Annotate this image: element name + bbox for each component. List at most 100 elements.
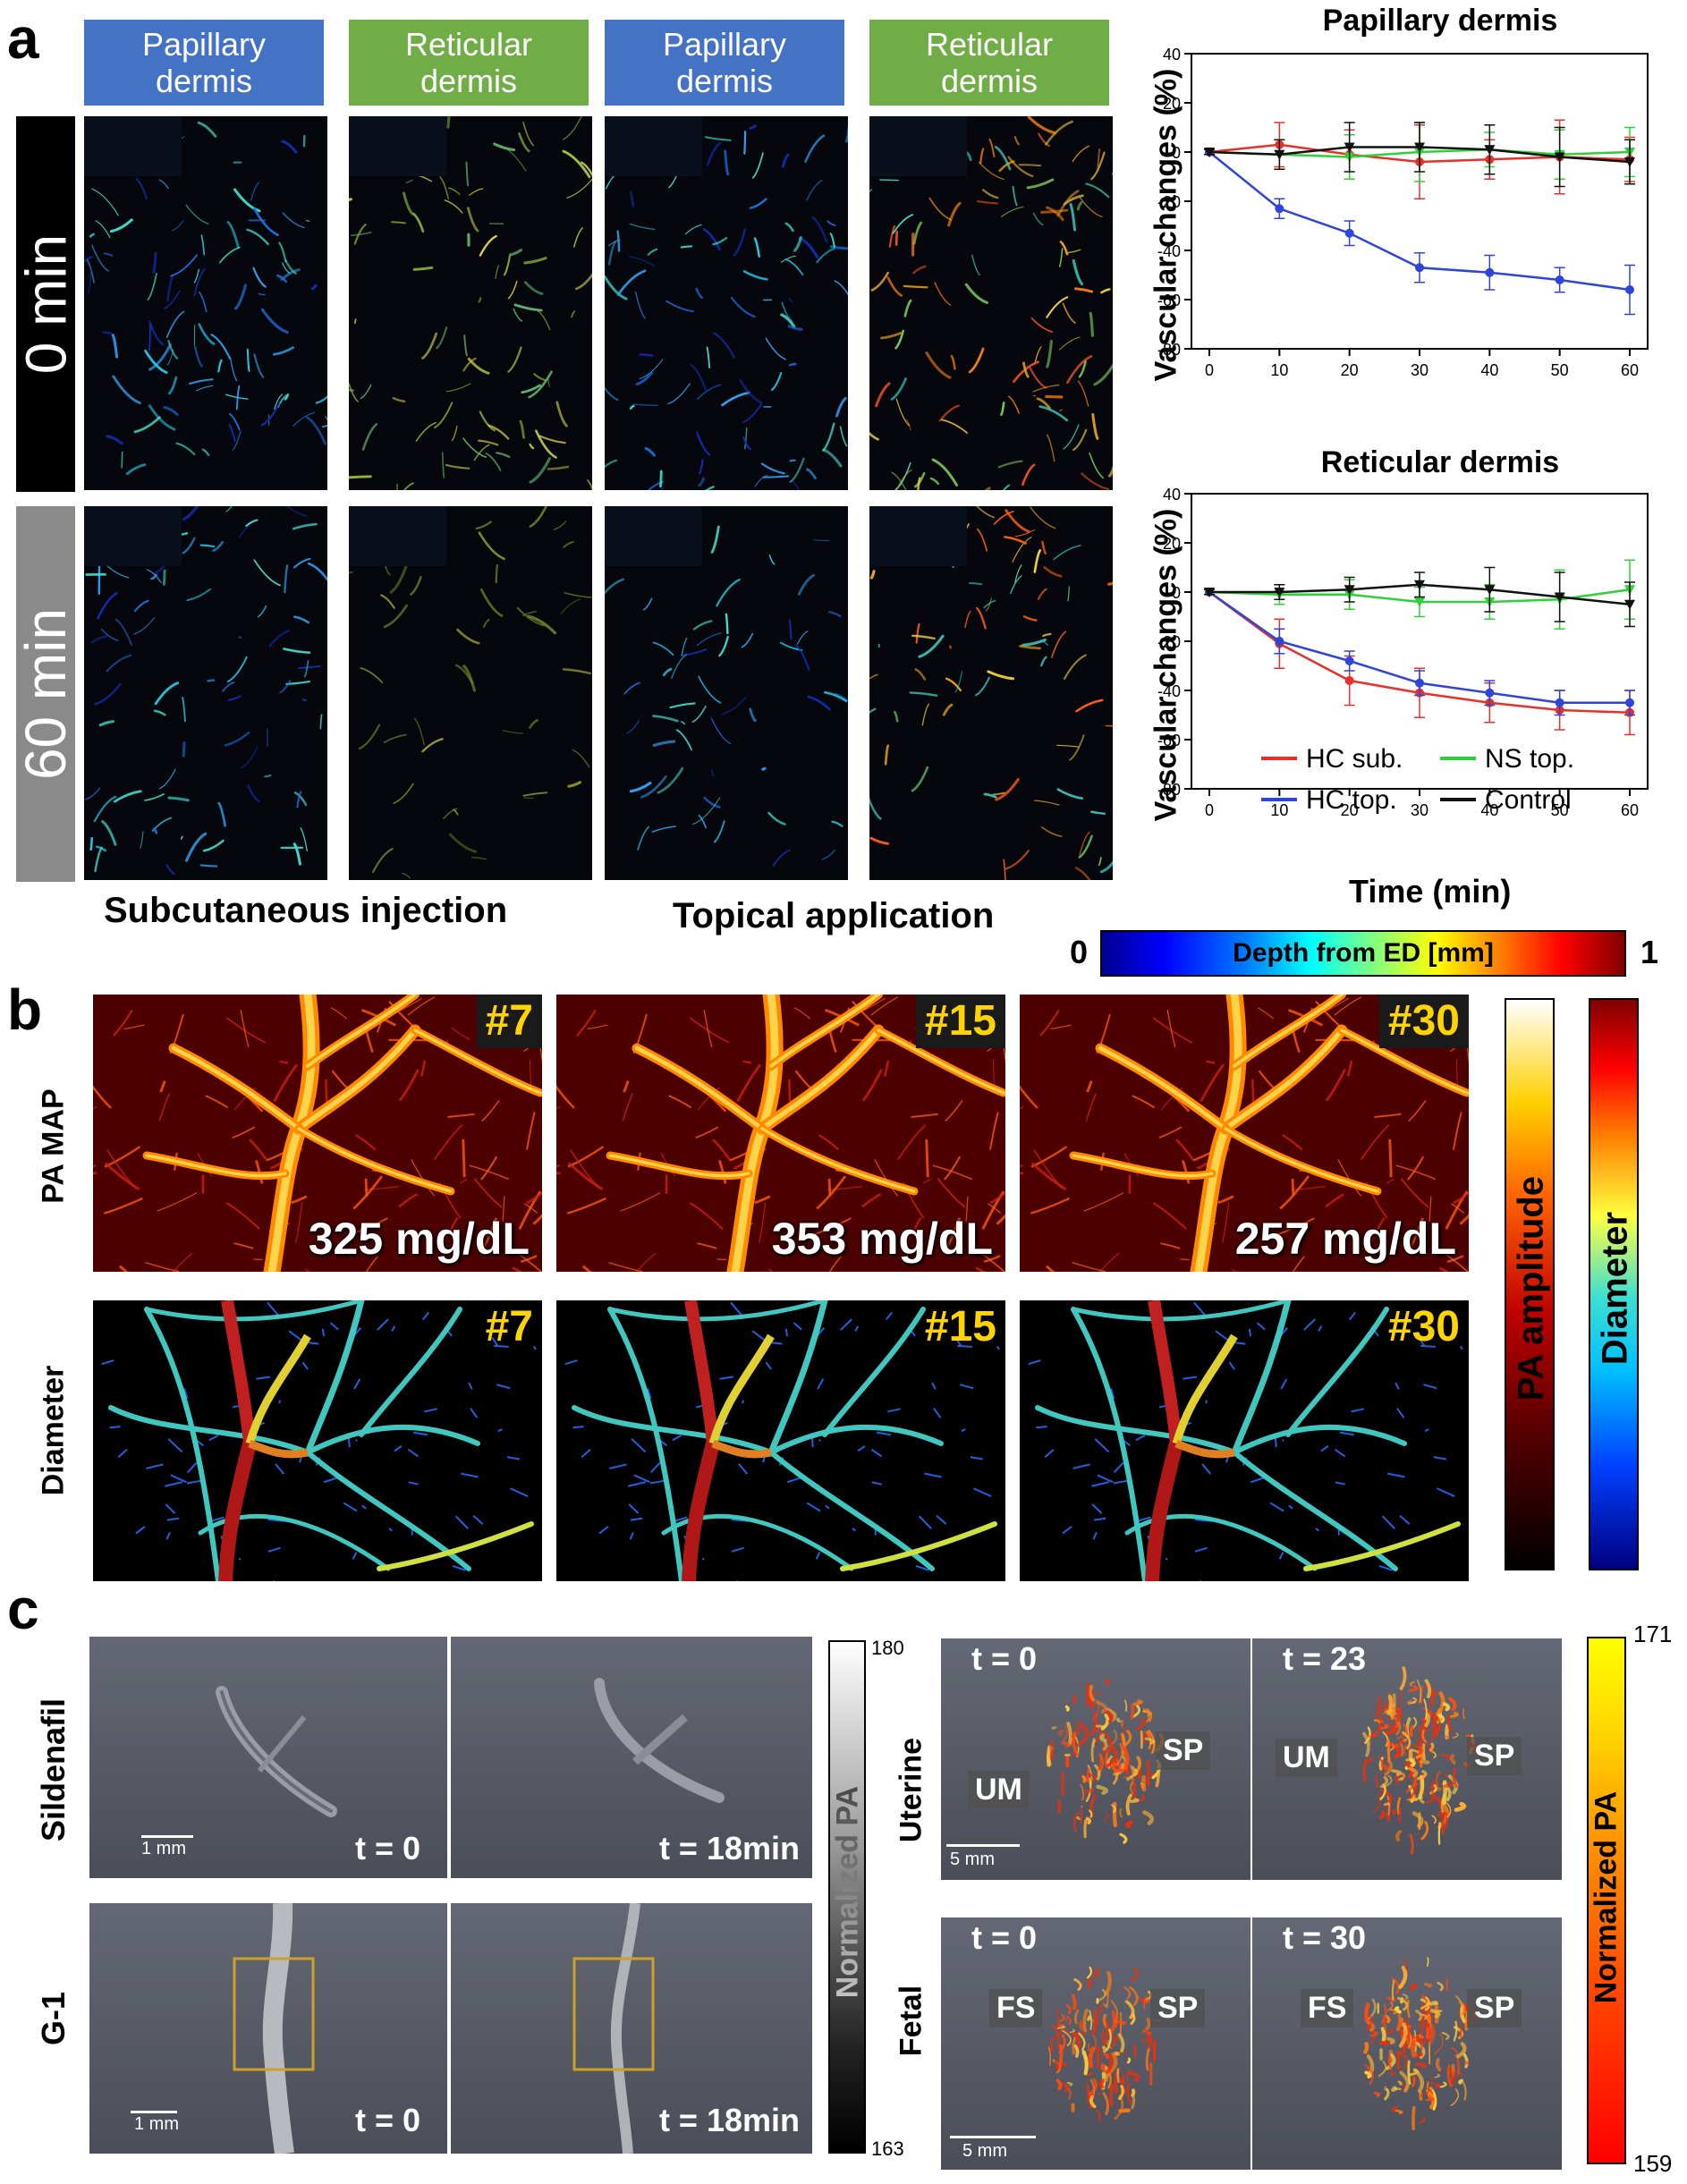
image-reticular-topical-60min (869, 506, 1113, 880)
gray-colorbar-label: Normalized PA (830, 1785, 865, 1999)
image-reticular-subq-60min (349, 506, 592, 880)
hot-colorbar-max: 171 (1633, 1621, 1673, 1647)
pa-map-frame-15: #15 353 mg/dL (556, 995, 1005, 1272)
sildenafil-t18-image: t = 18min (451, 1637, 812, 1878)
region-fs: FS (989, 1989, 1043, 2027)
data-point-control (1414, 142, 1425, 153)
data-point-hc-top- (1275, 637, 1284, 646)
row-label-diameter: Diameter (36, 1365, 71, 1496)
data-point-ns-top- (1414, 597, 1425, 607)
region-sp: SP (1156, 1731, 1211, 1770)
image-papillary-subq-0min (84, 116, 327, 490)
panel-c-letter: c (7, 1577, 39, 1641)
data-point-hc-top- (1275, 204, 1284, 214)
row-label-g1: G-1 (35, 1992, 72, 2046)
x-tick-label: 0 (1205, 361, 1214, 379)
glucose-value: 257 mg/dL (1234, 1214, 1456, 1264)
legend-label-control: Control (1485, 785, 1572, 815)
data-point-control (1274, 588, 1285, 597)
header-papillary-subq: Papillary dermis (84, 20, 324, 106)
y-tick-label: 20 (1163, 535, 1181, 553)
legend-swatch-hc-top (1261, 798, 1297, 801)
data-point-control (1554, 592, 1565, 603)
data-point-control (1414, 580, 1425, 590)
scalebar-label: 5 mm (950, 1850, 995, 1869)
caption-topical: Topical application (673, 896, 995, 935)
scalebar (131, 2111, 177, 2113)
row-label-fetal: Fetal (894, 1985, 928, 2057)
time-label: t = 0 (354, 1830, 420, 1867)
diameter-map-frame-30: #30 (1020, 1300, 1469, 1581)
data-point-hc-top- (1485, 267, 1495, 277)
time-label: t = 0 (971, 1919, 1038, 1956)
legend-label-hc-sub: HC sub. (1306, 744, 1403, 774)
panel-b-letter: b (7, 978, 43, 1042)
data-point-hc-top- (1555, 698, 1564, 707)
caption-subcutaneous: Subcutaneous injection (104, 891, 508, 930)
y-tick-label: -20 (1157, 633, 1181, 651)
region-sp: SP (1467, 1737, 1522, 1775)
y-tick-label: 0 (1172, 584, 1181, 602)
header-papillary-topical: Papillary dermis (605, 20, 844, 106)
x-tick-label: 10 (1270, 801, 1288, 819)
data-point-hc-top- (1344, 228, 1354, 238)
data-point-control (1624, 599, 1635, 610)
legend-swatch-control (1440, 798, 1476, 801)
diameter-map-frame-15: #15 (556, 1300, 1005, 1581)
legend-label-ns-top: NS top. (1485, 744, 1575, 774)
time-label: t = 30 (1283, 1919, 1367, 1956)
scalebar (950, 2136, 1036, 2138)
time-label-60min: 60 min (13, 506, 78, 882)
time-label: t = 18min (658, 2102, 800, 2138)
plot-frame (1191, 53, 1649, 350)
y-tick-label: 40 (1163, 46, 1181, 63)
gray-colorbar-max: 180 (871, 1637, 904, 1659)
y-tick-label: -40 (1157, 242, 1181, 260)
scalebar-label: 1 mm (141, 1839, 186, 1858)
pa-amplitude-colorbar: PA amplitude (1505, 998, 1555, 1570)
roi-box (233, 1957, 315, 2071)
x-tick-label: 20 (1341, 801, 1359, 819)
x-tick-label: 50 (1551, 361, 1569, 379)
legend-swatch-hc-sub (1261, 757, 1297, 760)
chart1-title: Papillary dermis (1322, 4, 1558, 38)
pa-map-frame-30: #30 257 mg/dL (1020, 995, 1469, 1272)
y-tick-label: 20 (1163, 95, 1181, 113)
uterine-t23-image: t = 23 UM SP (1252, 1638, 1562, 1880)
data-point-control (1204, 588, 1215, 597)
chart-papillary: -80 -60 -40 -20 0 20 40 0 10 20 30 40 50 60 (1157, 46, 1649, 379)
depth-colorbar-min: 0 (1070, 934, 1089, 970)
scalebar-label: 1 mm (134, 2114, 179, 2134)
diameter-colorbar-label: Diameter (1595, 1211, 1635, 1366)
legend-label-hc-top: HC top. (1306, 785, 1397, 815)
data-point-control (1344, 585, 1355, 596)
fetal-t30-image: t = 30 FS SP (1252, 1917, 1562, 2170)
diameter-colorbar: Diameter (1589, 998, 1639, 1570)
x-tick-label: 10 (1270, 361, 1288, 379)
time-label: t = 23 (1283, 1640, 1367, 1677)
x-tick-label: 30 (1411, 801, 1428, 819)
header-reticular-subq: Reticular dermis (349, 20, 589, 106)
data-point-control (1484, 145, 1496, 156)
sildenafil-t0-image: 1 mm t = 0 (89, 1637, 447, 1878)
pa-amplitude-label: PA amplitude (1511, 1175, 1551, 1401)
y-tick-label: -60 (1157, 732, 1181, 749)
glucose-value: 353 mg/dL (771, 1214, 993, 1264)
time-label: t = 18min (658, 1830, 800, 1867)
glucose-value: 325 mg/dL (308, 1214, 530, 1264)
diameter-map-frame-7: #7 (93, 1300, 542, 1581)
x-tick-label: 40 (1480, 801, 1498, 819)
frame-tag: #7 (485, 1303, 533, 1350)
y-tick-label: 0 (1172, 144, 1181, 162)
hot-colorbar: Normalized PA (1587, 1637, 1626, 2164)
scalebar-label: 5 mm (962, 2141, 1007, 2161)
frame-tag: #7 (476, 995, 542, 1048)
frame-tag: #30 (1387, 1303, 1460, 1350)
data-point-hc-top- (1415, 678, 1424, 688)
roi-box (572, 1957, 655, 2071)
x-tick-label: 0 (1205, 801, 1214, 819)
data-point-control (1624, 157, 1635, 167)
legend-swatch-ns-top (1440, 757, 1476, 760)
data-point-hc-top- (1555, 275, 1564, 284)
data-point-hc-top- (1485, 688, 1495, 698)
